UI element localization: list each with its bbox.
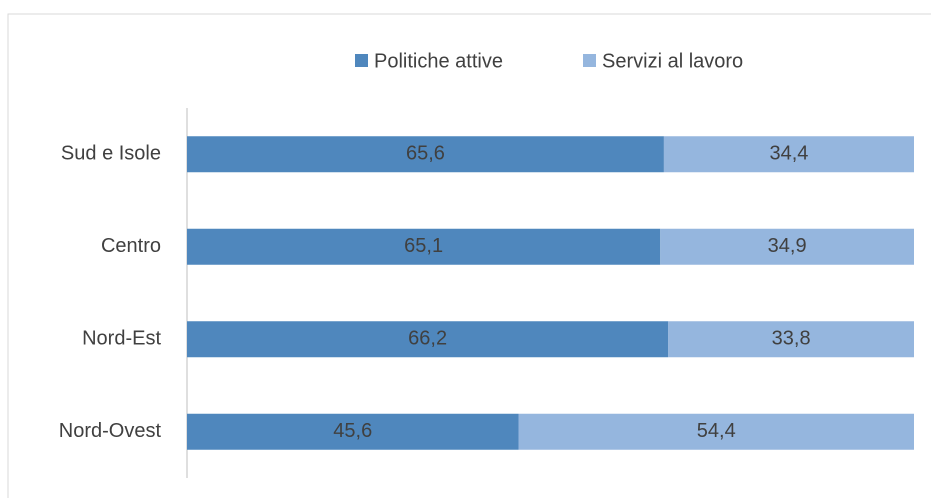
legend-label: Politiche attive	[374, 50, 503, 72]
data-label: 54,4	[697, 420, 736, 442]
bar	[660, 228, 914, 265]
y-tick-label: Nord-Est	[82, 328, 161, 350]
data-label: 33,8	[772, 328, 811, 350]
y-tick-label: Centro	[101, 235, 161, 257]
legend-label: Servizi al lavoro	[602, 50, 743, 72]
bar	[518, 413, 914, 450]
data-label: 65,6	[406, 143, 445, 165]
data-label: 65,1	[404, 235, 443, 257]
bar	[187, 321, 669, 358]
data-label: 45,6	[333, 420, 372, 442]
bar	[187, 136, 664, 173]
y-tick-label: Nord-Ovest	[59, 420, 162, 442]
legend-swatch	[355, 54, 368, 67]
data-label: 66,2	[408, 328, 447, 350]
data-label: 34,4	[769, 143, 808, 165]
y-tick-label: Sud e Isole	[61, 143, 161, 165]
data-label: 34,9	[768, 235, 807, 257]
legend-swatch	[583, 54, 596, 67]
bar	[663, 136, 914, 173]
bar	[668, 321, 914, 358]
bar	[187, 228, 661, 265]
bar	[187, 413, 519, 450]
